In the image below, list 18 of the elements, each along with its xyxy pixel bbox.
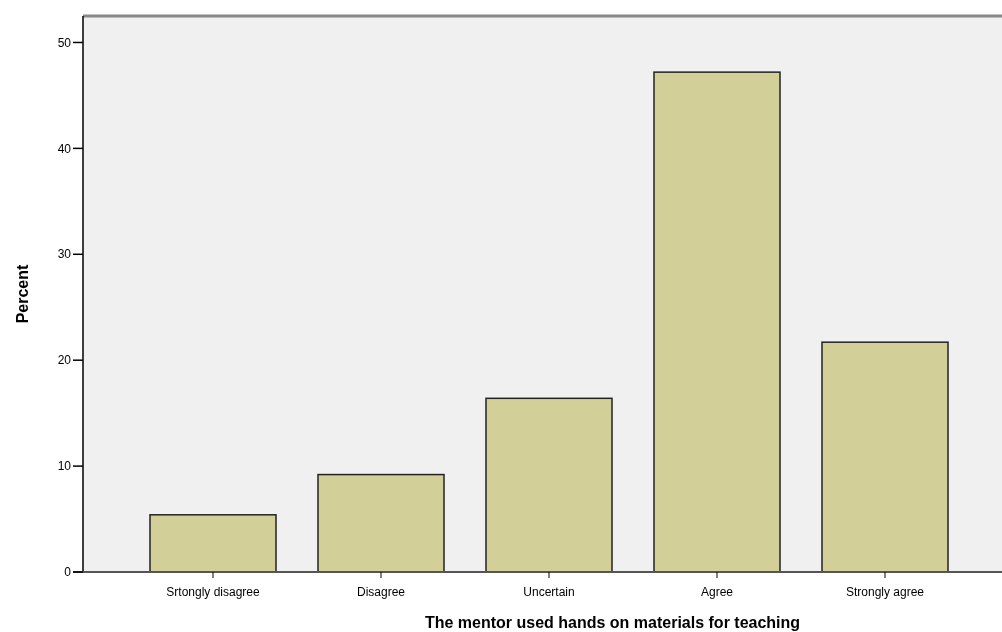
y-tick-label: 0 bbox=[64, 565, 72, 580]
x-tick-label: Srtongly disagree bbox=[166, 585, 261, 599]
x-tick-label: Uncertain bbox=[523, 585, 575, 599]
y-tick-label: 50 bbox=[57, 35, 72, 50]
y-tick-label: 30 bbox=[57, 247, 72, 262]
x-tick-label: Strongly agree bbox=[845, 585, 925, 599]
bar bbox=[149, 514, 277, 573]
x-tick-label: Agree bbox=[700, 585, 734, 599]
y-axis-title: Percent bbox=[14, 263, 31, 324]
x-axis-title: The mentor used hands on materials for teaching bbox=[424, 614, 801, 631]
y-tick-label: 40 bbox=[57, 141, 72, 156]
x-tick-label: Disagree bbox=[356, 585, 406, 599]
y-tick-label: 10 bbox=[57, 459, 72, 474]
bar bbox=[821, 341, 949, 573]
bar bbox=[485, 397, 613, 573]
bar bbox=[653, 71, 781, 573]
y-tick-label: 20 bbox=[57, 353, 72, 368]
bar bbox=[317, 473, 445, 573]
